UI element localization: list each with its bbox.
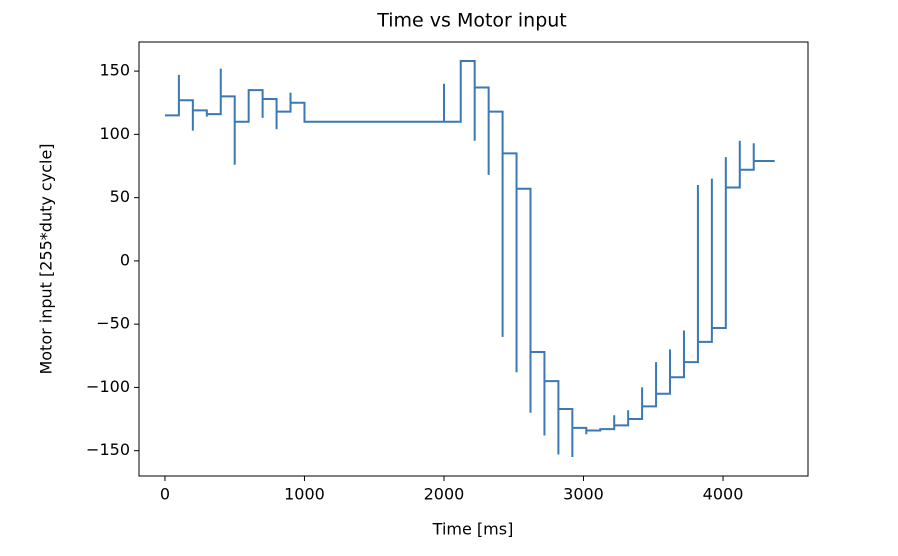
plot-frame — [138, 41, 809, 477]
chart-title: Time vs Motor input — [376, 10, 567, 32]
x-tick-label: 2000 — [424, 485, 465, 504]
x-tick-label: 0 — [160, 485, 170, 504]
x-axis-label: Time [ms] — [432, 520, 514, 539]
y-tick-label: 50 — [110, 187, 130, 206]
y-tick-label: 100 — [99, 124, 130, 143]
x-tick-label: 1000 — [284, 485, 325, 504]
y-tick-label: −150 — [86, 440, 130, 459]
y-tick-label: 150 — [99, 61, 130, 80]
x-tick-label: 3000 — [563, 485, 604, 504]
y-axis-label: Motor input [255*duty cycle] — [37, 143, 56, 374]
data-line — [164, 59, 775, 458]
y-tick-label: −100 — [86, 377, 130, 396]
y-tick-label: 0 — [120, 250, 130, 269]
x-tick-label: 4000 — [703, 485, 744, 504]
y-tick-label: −50 — [96, 314, 130, 333]
